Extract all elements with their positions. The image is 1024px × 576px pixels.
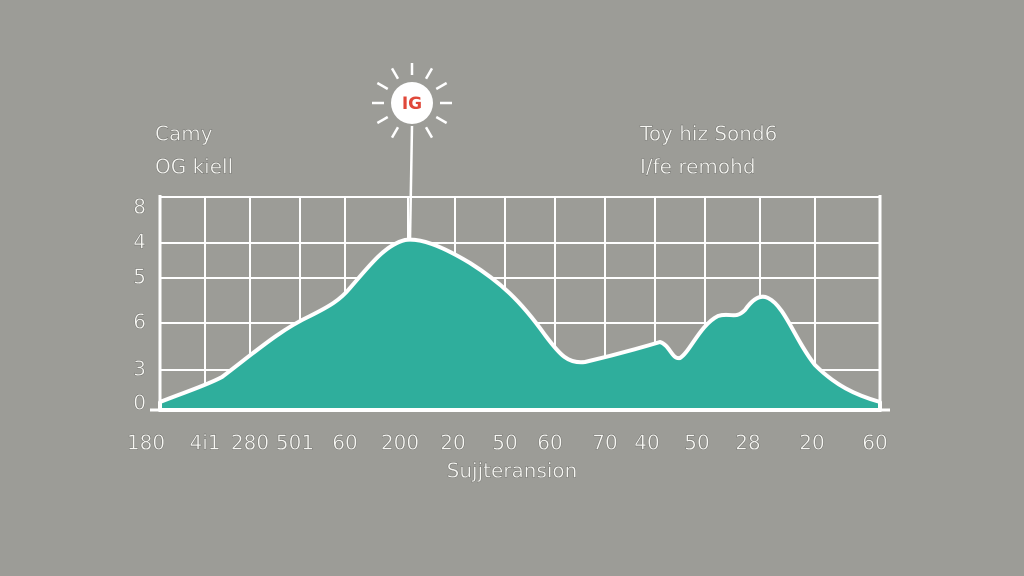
ray	[390, 67, 400, 80]
x-tick-label: 60	[537, 431, 562, 455]
x-tick-label: 501	[276, 431, 314, 455]
axis-labels: 8 4 5 6 3 0 180 4i1 280 501 60 200 20 50 60 70 40 50 28 20 6…	[127, 194, 888, 455]
x-tick-label: 40	[634, 431, 659, 455]
ray	[424, 126, 434, 139]
x-tick-label: 50	[492, 431, 517, 455]
sun-rays	[372, 63, 452, 139]
x-axis-title: Sujjteransion	[447, 459, 578, 483]
ray	[424, 67, 434, 80]
caption: OG kiell	[155, 155, 233, 179]
x-tick-label: 20	[440, 431, 465, 455]
y-tick-label: 8	[133, 195, 146, 219]
ray	[435, 115, 448, 125]
area-shape	[158, 237, 882, 412]
x-tick-label: 4i1	[189, 431, 220, 455]
x-tick-label: 60	[862, 431, 887, 455]
x-tick-label: 28	[735, 431, 760, 455]
y-tick-label: 6	[133, 310, 146, 334]
x-tick-label: 180	[127, 431, 165, 455]
y-tick-label: 5	[133, 265, 146, 289]
x-tick-label: 70	[592, 431, 617, 455]
caption: I/fe remohd	[640, 155, 756, 179]
x-tick-label: 60	[332, 431, 357, 455]
y-tick-label: 4	[133, 230, 146, 254]
x-tick-label: 50	[684, 431, 709, 455]
caption: Camy	[155, 122, 213, 146]
pointer-line	[408, 125, 414, 241]
caption: Toy hiz Sond6	[639, 122, 777, 146]
x-tick-label: 280	[231, 431, 269, 455]
badge-circle	[391, 82, 433, 124]
badge-text: IG	[402, 94, 422, 114]
y-tick-label: 0	[133, 391, 146, 415]
ray	[435, 81, 448, 91]
x-tick-label: 200	[381, 431, 419, 455]
x-tick-label: 20	[799, 431, 824, 455]
ray	[376, 115, 389, 125]
y-tick-label: 3	[133, 357, 146, 381]
ray	[390, 126, 400, 139]
ray	[376, 81, 389, 91]
